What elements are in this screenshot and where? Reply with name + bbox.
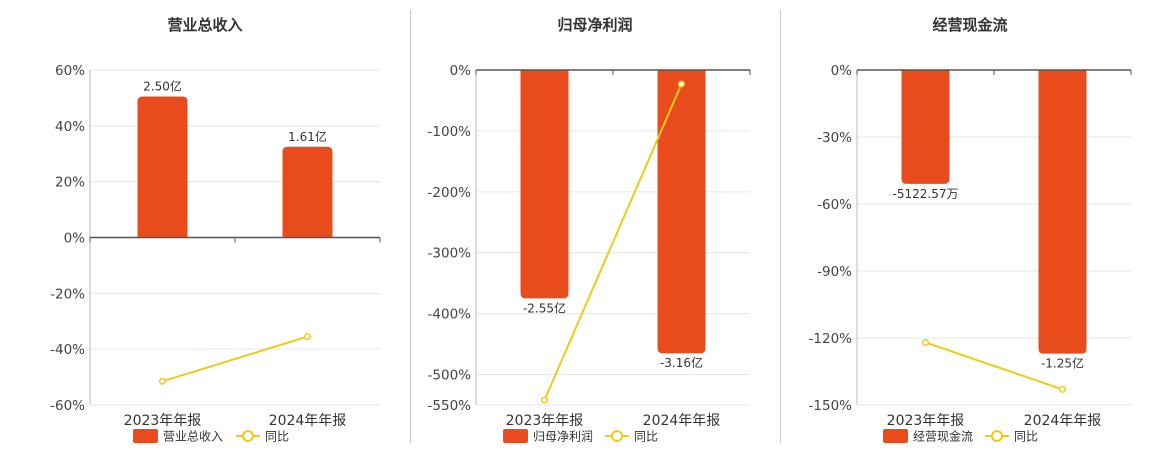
y-tick-label: 0% [831,63,853,79]
x-tick-label: 2024年年报 [269,413,347,429]
y-tick-label: -400% [428,307,472,323]
x-tick-label: 2023年年报 [124,413,202,429]
x-tick-label: 2024年年报 [1024,413,1102,429]
net-profit-chart: 0% -100% -200% -300% -400% -500% -550% -2.55亿 20… [428,63,751,444]
y-tick-label: 20% [55,175,85,191]
operating-cashflow-chart: 0% -30% -60% -90% -120% -150% -5122.57万 2023年年报… [809,63,1132,444]
bar [137,96,188,238]
revenue-chart: 60% 40% 20% 0% -20% -40% -60% 2.50亿 2023年年报 1.61亿… [50,63,381,444]
legend-line-marker [242,430,254,442]
chart-title: 经营现金流 [932,16,1008,34]
data-label: -1.25亿 [1041,356,1084,371]
y-tick-label: -500% [428,368,472,384]
y-tick-label: -300% [428,246,472,262]
y-tick-label: -120% [809,331,853,347]
legend-bar-swatch [883,429,908,443]
bar [1038,70,1087,354]
y-tick-label: -60% [817,197,852,213]
bar [282,146,333,238]
yoy-point [303,333,312,341]
legend-bar-label: 营业总收入 [163,430,223,444]
chart-panel-net-profit: 归母净利润 0% -100% -200% -300% -400% -500% -550% -2… [410,0,780,450]
panel-divider [780,10,781,443]
legend-bar-label: 经营现金流 [913,429,973,444]
legend-line-label: 同比 [634,430,658,444]
bar [901,70,950,184]
x-tick-label: 2023年年报 [506,413,584,429]
yoy-point [677,80,686,88]
y-tick-label: -20% [50,286,85,302]
data-label: -2.55亿 [523,300,566,315]
data-label: 1.61亿 [288,129,327,144]
panel-divider [410,10,411,443]
chart-panel-revenue: 营业总收入 60% 40% 20% 0% -20% -40% -60% 2.50亿 2023年年… [0,0,410,450]
bar [520,70,569,299]
legend-line-marker [991,430,1003,442]
y-tick-label: 40% [55,119,85,135]
legend-bar-label: 归母净利润 [533,430,593,444]
yoy-line [925,341,1063,391]
legend-bar-swatch [503,429,528,443]
legend-bar-swatch [133,429,158,443]
y-tick-label: -30% [817,130,852,146]
bar [657,70,706,354]
y-tick-label: -550% [428,398,472,414]
y-tick-label: -100% [428,124,472,140]
data-label: -3.16亿 [660,355,703,370]
data-label: -5122.57万 [893,187,959,201]
yoy-point [921,338,930,347]
yoy-point [158,377,167,385]
x-tick-label: 2024年年报 [643,413,721,429]
x-tick-label: 2023年年报 [887,413,965,429]
chart-title: 归母净利润 [557,16,633,34]
yoy-point [1058,385,1067,393]
legend-line-marker [611,430,623,442]
legend-line-label: 同比 [1014,430,1038,444]
yoy-line [543,83,683,401]
y-tick-label: -150% [809,398,853,414]
y-tick-label: -90% [817,264,852,280]
legend-line-label: 同比 [265,430,289,444]
yoy-line [162,335,308,383]
y-tick-label: -200% [428,185,472,201]
y-tick-label: 60% [55,63,85,79]
y-tick-label: -40% [50,342,85,358]
y-tick-label: -60% [50,398,85,414]
yoy-point [540,396,549,404]
y-tick-label: 0% [64,231,86,247]
y-tick-label: 0% [450,63,472,79]
chart-title: 营业总收入 [167,16,243,34]
data-label: 2.50亿 [143,79,182,94]
chart-panel-operating-cashflow: 经营现金流 0% -30% -60% -90% -120% -150% -5122.57万 2… [780,0,1160,450]
